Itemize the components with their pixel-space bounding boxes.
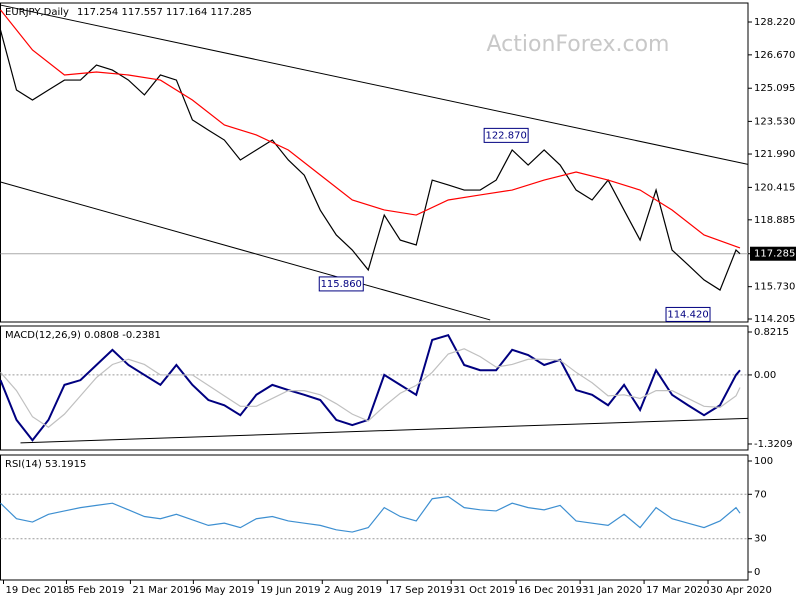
y-tick-label: 117.285 [754, 249, 795, 260]
annotation-label: 114.420 [667, 309, 708, 320]
x-tick-label: 6 May 2019 [195, 585, 254, 596]
series-line [0, 9, 741, 249]
trend-line [0, 4, 749, 165]
series-line [0, 348, 741, 428]
y-tick-label: -1.3209 [754, 439, 793, 450]
subtitle: 117.254 117.557 117.164 117.285 [77, 7, 252, 18]
price-highlight [750, 246, 796, 261]
x-tick-label: 19 Dec 2018 [5, 585, 69, 596]
y-tick-label: 0 [754, 567, 760, 578]
x-tick-label: 5 Feb 2019 [68, 585, 124, 596]
panel-title: RSI(14) 53.1915 [5, 459, 86, 470]
y-tick-label: 0.8215 [754, 327, 789, 338]
y-tick-label: 123.530 [754, 116, 795, 127]
panel-frame [0, 2, 749, 323]
x-tick-label: 21 Mar 2019 [132, 585, 195, 596]
y-tick-label: 0.00 [754, 370, 776, 381]
y-tick-label: 118.885 [754, 215, 795, 226]
y-tick-label: 114.205 [754, 314, 795, 325]
annotation-label: 122.870 [485, 130, 526, 141]
title: EURJPY,Daily [5, 7, 69, 18]
x-tick-label: 17 Mar 2020 [646, 585, 709, 596]
x-tick-label: 30 Apr 2020 [710, 585, 772, 596]
y-tick-label: 128.220 [754, 17, 795, 28]
trend-line [20, 417, 749, 444]
x-tick-label: 2 Aug 2019 [324, 585, 382, 596]
panel-title: EURJPY,Daily 117.254 117.557 117.164 117.… [5, 7, 252, 18]
x-tick-label: 16 Dec 2019 [518, 585, 582, 596]
trend-line [0, 181, 491, 321]
annotation-box [483, 127, 529, 143]
y-tick-label: 100 [754, 456, 773, 467]
y-tick-label: 126.670 [754, 50, 795, 61]
y-tick-label: 121.990 [754, 149, 795, 160]
series-line [0, 495, 741, 533]
panel-title: MACD(12,26,9) 0.0808 -0.2381 [5, 330, 161, 341]
y-tick-label: 30 [754, 534, 767, 545]
y-tick-label: 115.730 [754, 282, 795, 293]
panel-frame [0, 454, 749, 581]
x-tick-label: 31 Jan 2020 [582, 585, 642, 596]
title: MACD(12,26,9) 0.0808 -0.2381 [5, 330, 161, 341]
x-tick-label: 17 Sep 2019 [389, 585, 452, 596]
series-line [0, 29, 741, 291]
annotation-box [665, 306, 711, 322]
annotation-box [318, 276, 364, 292]
annotation-label: 115.860 [321, 279, 362, 290]
panel-frame [0, 325, 749, 451]
x-tick-label: 31 Oct 2019 [453, 585, 515, 596]
y-tick-label: 70 [754, 489, 767, 500]
title: RSI(14) 53.1915 [5, 459, 86, 470]
series-line [0, 334, 741, 442]
y-tick-label: 120.415 [754, 182, 795, 193]
y-tick-label: 125.095 [754, 83, 795, 94]
x-tick-label: 19 Jun 2019 [260, 585, 320, 596]
watermark: ActionForex.com [487, 32, 670, 57]
